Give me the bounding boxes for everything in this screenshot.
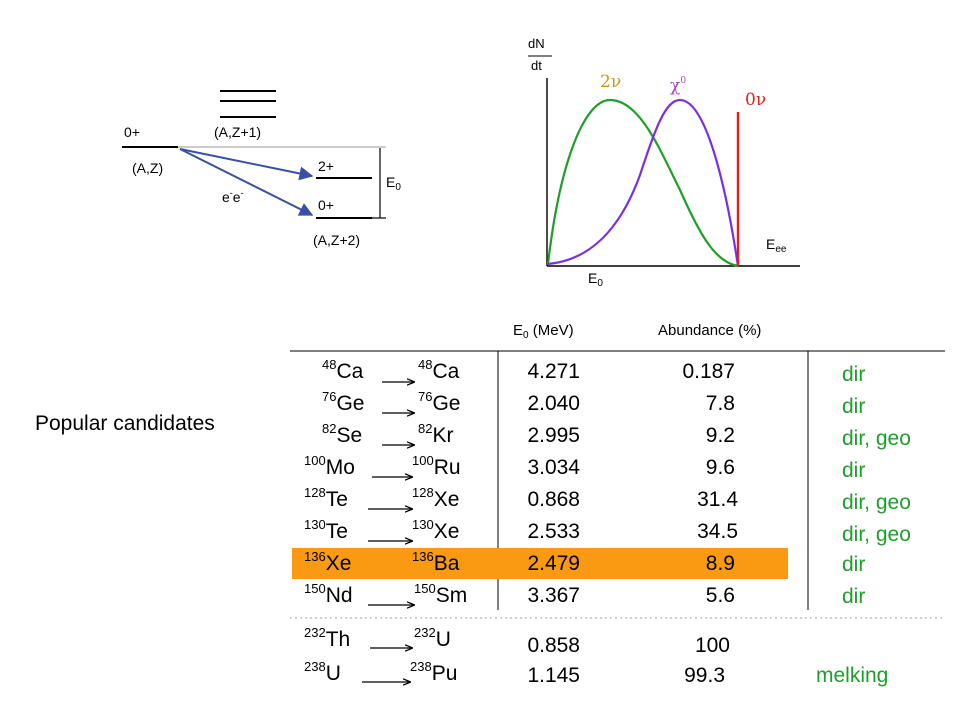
table-row: 76Ge 76Ge 2.040 7.8 dir — [0, 389, 960, 424]
table-row: 48Ca 48Ca 4.271 0.187 dir — [0, 357, 960, 392]
abundance-value: 34.5 — [697, 520, 738, 543]
to-nucleus: 48Ca — [418, 357, 460, 383]
from-nucleus: 82Se — [322, 421, 363, 447]
e0-value: 3.034 — [527, 456, 580, 479]
level-diagram — [122, 90, 386, 219]
header-e0: E0 (MeV) — [513, 322, 574, 341]
from-nucleus: 130Te — [304, 517, 348, 543]
note-value: dir — [842, 585, 866, 608]
abundance-value: 8.9 — [705, 552, 735, 575]
abundance-value: 0.187 — [682, 360, 735, 383]
e0-value: 2.479 — [527, 552, 580, 575]
e0-value: 2.040 — [527, 392, 580, 415]
popular-candidates-label: Popular candidates — [35, 412, 215, 435]
to-nucleus: 136Ba — [412, 549, 460, 575]
from-nucleus: 238U — [304, 659, 341, 685]
daughter-nucleus-label: (A,Z+2) — [313, 232, 361, 248]
abundance-value: 99.3 — [684, 664, 725, 687]
abundance-value: 9.6 — [705, 456, 735, 479]
e0-value: 0.858 — [527, 634, 580, 657]
ground-spin-label: 0+ — [318, 197, 334, 213]
to-nucleus: 150Sm — [414, 581, 468, 607]
table-row-highlighted: 136Xe 136Ba 2.479 8.9 dir — [0, 549, 960, 584]
from-nucleus: 128Te — [304, 485, 348, 511]
from-nucleus: 150Nd — [304, 581, 353, 607]
curve-2nu — [546, 98, 739, 268]
table-row: 100Mo 100Ru 3.034 9.6 dir — [0, 453, 960, 488]
parent-spin-label: 0+ — [124, 124, 140, 140]
curve-majoron-label: χ0 — [670, 76, 687, 96]
to-nucleus: 232U — [414, 625, 451, 651]
from-nucleus: 100Mo — [304, 453, 355, 479]
table-row: 150Nd 150Sm 3.367 5.6 dir — [0, 581, 960, 616]
from-nucleus: 48Ca — [322, 357, 364, 383]
abundance-value: 100 — [694, 634, 730, 657]
from-nucleus: 76Ge — [322, 389, 365, 415]
x-axis-label: Eee — [766, 236, 787, 255]
endpoint-label: E0 — [588, 270, 603, 289]
table-row: 130Te 130Xe 2.533 34.5 dir, geo — [0, 517, 960, 552]
note-value: dir, geo — [842, 491, 911, 514]
curve-0nu-label: 0ν — [745, 90, 767, 110]
e0-value: 2.533 — [527, 520, 580, 543]
note-value: dir — [842, 459, 866, 482]
curve-majoron — [547, 98, 740, 267]
note-value: melking — [816, 664, 889, 687]
decay-arrow-excited — [179, 148, 314, 181]
to-nucleus: 130Xe — [412, 517, 460, 543]
to-nucleus: 238Pu — [410, 659, 458, 685]
e0-value: 2.995 — [527, 424, 580, 447]
e0-value: 1.145 — [527, 664, 580, 687]
e0-value: 0.868 — [527, 488, 580, 511]
header-abundance: Abundance (%) — [658, 322, 762, 339]
decay-electrons-label: e-e- — [222, 188, 244, 205]
table-row: 128Te 128Xe 0.868 31.4 dir, geo — [0, 485, 960, 520]
curve-2nu-label: 2ν — [600, 72, 622, 92]
abundance-value: 7.8 — [705, 392, 735, 415]
excited-spin-label: 2+ — [318, 158, 334, 174]
to-nucleus: 100Ru — [412, 453, 461, 479]
spectrum-plot — [528, 55, 800, 268]
to-nucleus: 82Kr — [418, 421, 454, 447]
from-nucleus: 136Xe — [304, 549, 352, 575]
e0-value: 4.271 — [527, 360, 580, 383]
table-row: 232Th 232U 0.858 100 — [0, 625, 960, 660]
note-value: dir, geo — [842, 427, 911, 450]
table-row: 238U 238Pu 1.145 99.3 melking — [0, 659, 960, 694]
e0-value: 3.367 — [527, 584, 580, 607]
to-nucleus: 128Xe — [412, 485, 460, 511]
note-value: dir, geo — [842, 523, 911, 546]
to-nucleus: 76Ge — [418, 389, 461, 415]
abundance-value: 9.2 — [705, 424, 735, 447]
note-value: dir — [842, 395, 866, 418]
intermediate-nucleus-label: (A,Z+1) — [214, 124, 262, 140]
abundance-value: 5.6 — [705, 584, 735, 607]
table-row: 82Se 82Kr 2.995 9.2 dir, geo — [0, 421, 960, 456]
from-nucleus: 232Th — [304, 625, 351, 651]
note-value: dir — [842, 553, 866, 576]
abundance-value: 31.4 — [697, 488, 738, 511]
decay-arrow-ground — [179, 148, 314, 216]
table-arrows — [362, 382, 414, 682]
y-axis-label-bottom: dt — [531, 58, 542, 73]
highlight-row — [292, 548, 788, 579]
note-value: dir — [842, 363, 866, 386]
parent-nucleus-label: (A,Z) — [132, 160, 164, 176]
q-value-label: E0 — [386, 174, 401, 193]
y-axis-label-top: dN — [528, 36, 545, 51]
